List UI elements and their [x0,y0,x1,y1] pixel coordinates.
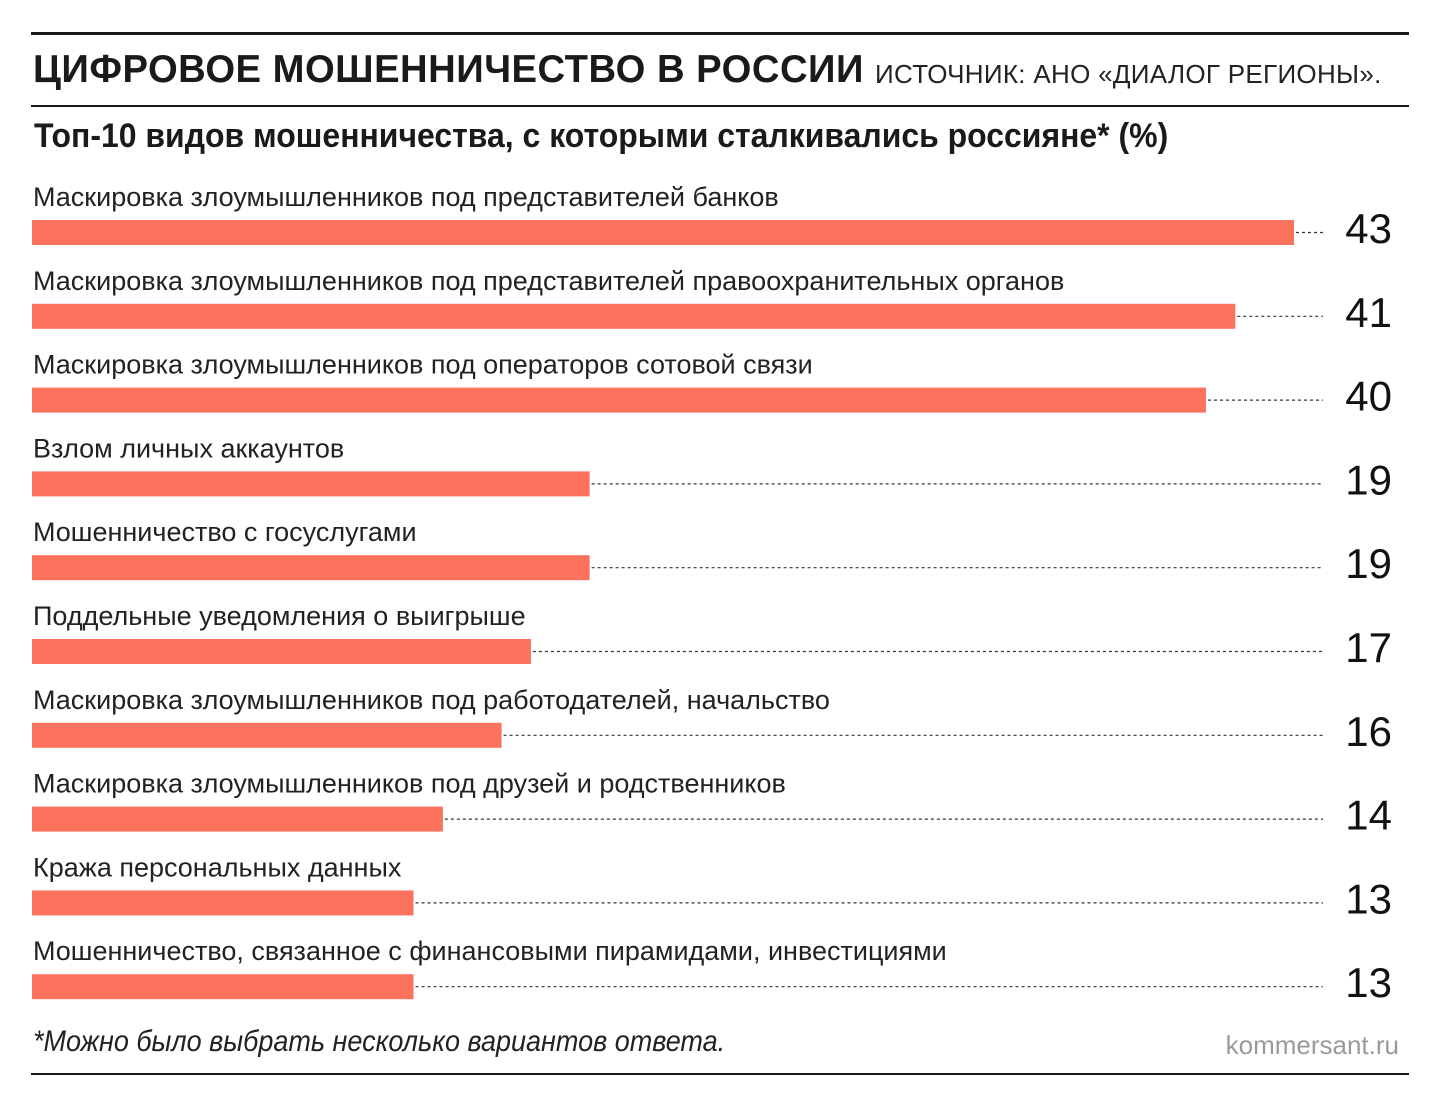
value-label: 13 [1345,959,1392,1006]
value-label: 16 [1345,708,1392,755]
bar [32,974,414,1000]
bar [32,303,1236,329]
value-label: 19 [1345,456,1392,503]
source-note: ИСТОЧНИК: АНО «ДИАЛОГ РЕГИОНЫ». [875,59,1382,89]
category-label: Мошенничество, связанное с финансовыми п… [33,936,947,966]
bar [32,639,531,664]
bar [32,722,502,748]
category-label: Кража персональных данных [33,852,402,882]
bar [32,220,1294,245]
bottom-rule [31,1073,1409,1075]
value-label: 43 [1345,205,1392,252]
category-label: Мошенничество с госуслугами [33,517,417,547]
bar [32,471,590,497]
category-label: Маскировка злоумышленников под операторо… [33,350,813,380]
value-label: 40 [1345,373,1392,420]
value-label: 17 [1345,624,1392,671]
bar [32,387,1206,413]
top-rule [31,32,1409,35]
value-label: 13 [1345,875,1392,922]
value-label: 41 [1345,289,1392,336]
category-label: Маскировка злоумышленников под представи… [33,266,1064,296]
category-label: Маскировка злоумышленников под представи… [33,182,779,212]
header-rule [31,105,1409,107]
main-title: ЦИФРОВОЕ МОШЕННИЧЕСТВО В РОССИИ [33,48,864,91]
bar [32,555,590,581]
value-label: 14 [1345,792,1392,839]
chart-title: Топ-10 видов мошенничества, с которыми с… [34,117,1169,155]
category-label: Взлом личных аккаунтов [33,433,344,463]
value-label: 19 [1345,540,1392,587]
category-label: Маскировка злоумышленников под работодат… [33,685,830,715]
site-credit: kommersant.ru [1225,1030,1399,1060]
category-label: Поддельные уведомления о выигрыше [33,601,526,631]
bar [32,806,443,832]
footnote: *Можно было выбрать несколько вариантов … [33,1025,726,1058]
bar [32,890,414,916]
category-label: Маскировка злоумышленников под друзей и … [33,769,786,799]
